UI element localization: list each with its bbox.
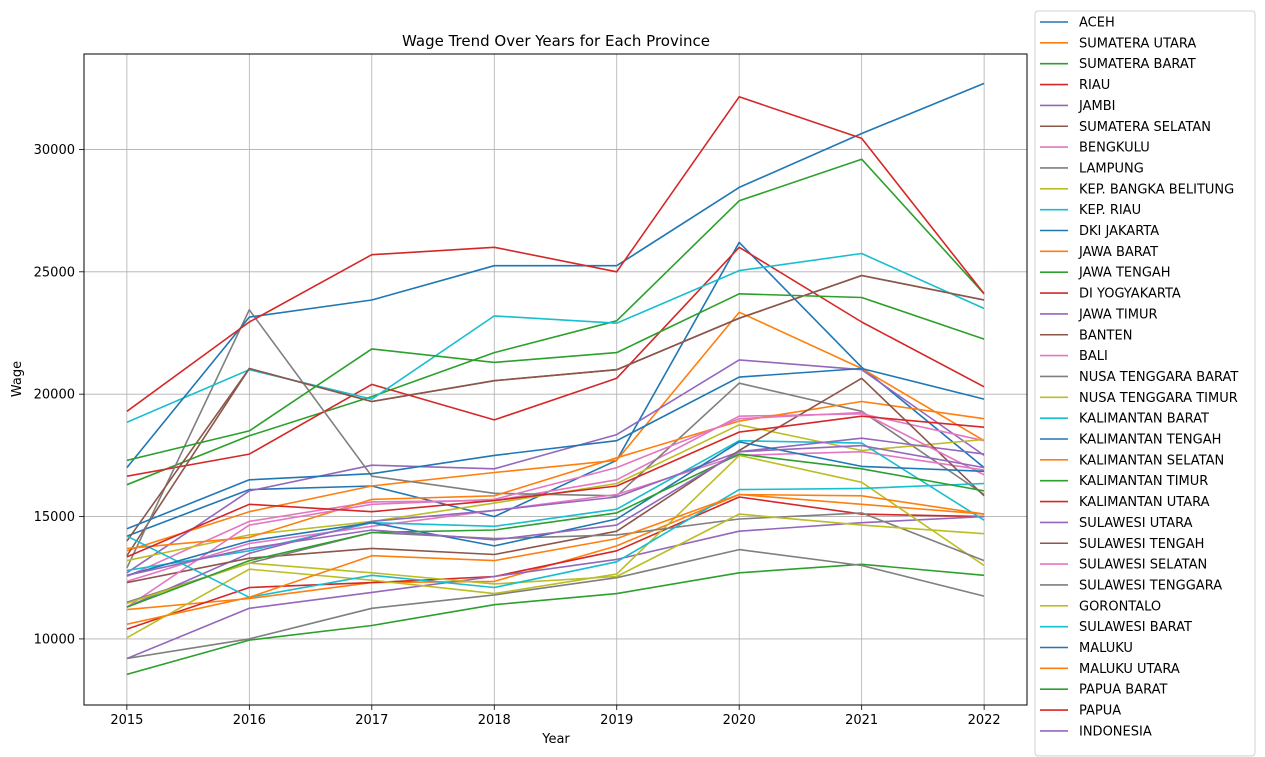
series-line-maluku — [126, 441, 985, 577]
legend-entry: SULAWESI BARAT — [1079, 620, 1192, 635]
series-line-nusa-tenggara-timur — [126, 454, 985, 639]
legend-entry: KALIMANTAN BARAT — [1079, 412, 1209, 427]
series-line-maluku-utara — [126, 493, 985, 625]
chart-title: Wage Trend Over Years for Each Province — [402, 32, 710, 50]
legend-entry: ACEH — [1079, 16, 1115, 31]
legend-entry: BALI — [1079, 349, 1108, 364]
legend-entry: KEP. BANGKA BELITUNG — [1079, 182, 1234, 197]
x-tick-label: 2015 — [110, 713, 143, 728]
series-line-indonesia — [126, 444, 985, 577]
series-line-sulawesi-selatan — [126, 411, 985, 608]
legend-entry: KALIMANTAN SELATAN — [1079, 453, 1224, 468]
x-tick-label: 2017 — [355, 713, 388, 728]
legend-entry: SULAWESI TENGGARA — [1079, 578, 1222, 593]
series-line-papua-barat — [126, 453, 985, 608]
series-line-kalimantan-selatan — [126, 400, 985, 550]
series-line-kalimantan-tengah — [126, 367, 985, 530]
legend-entry: MALUKU UTARA — [1079, 662, 1180, 677]
x-tick-label: 2016 — [233, 713, 266, 728]
legend-entry: JAWA TENGAH — [1078, 266, 1171, 281]
series-line-aceh — [126, 241, 985, 537]
legend-entry: GORONTALO — [1079, 599, 1161, 614]
series-line-lampung — [126, 308, 985, 569]
legend-entry: RIAU — [1079, 78, 1110, 93]
series-line-jawa-tengah — [126, 563, 985, 676]
x-tick-label: 2020 — [723, 713, 756, 728]
x-tick-label: 2021 — [845, 713, 878, 728]
legend-entry: BANTEN — [1079, 328, 1132, 343]
legend-entry: DI YOGYAKARTA — [1079, 287, 1181, 302]
y-tick-label: 15000 — [34, 510, 75, 525]
series-line-banten — [126, 274, 985, 542]
legend-entry: SULAWESI UTARA — [1079, 516, 1193, 531]
legend-entry: JAWA TIMUR — [1078, 307, 1158, 322]
legend-entry: KEP. RIAU — [1079, 203, 1141, 218]
legend-entry: BENGKULU — [1079, 141, 1150, 156]
legend-entry: SULAWESI SELATAN — [1079, 558, 1207, 573]
legend-entry: KALIMANTAN UTARA — [1079, 495, 1210, 510]
series-line-sulawesi-tenggara — [126, 512, 985, 603]
legend-entry: SUMATERA SELATAN — [1079, 120, 1211, 135]
series-line-sumatera-utara — [126, 311, 985, 552]
legend-entry: JAMBI — [1078, 99, 1115, 114]
plot-frame — [83, 53, 1028, 706]
series-line-kalimantan-utara — [126, 96, 985, 412]
legend-entry: JAWA BARAT — [1078, 245, 1158, 260]
legend: ACEH SUMATERA UTARA SUMATERA BARAT RIAU JAMB… — [1034, 10, 1256, 757]
legend-entry: PAPUA BARAT — [1079, 683, 1167, 698]
legend-entry: MALUKU — [1079, 641, 1133, 656]
y-axis: 10000 15000 20000 25000 30000 — [34, 143, 84, 647]
x-tick-label: 2018 — [478, 713, 511, 728]
series-line-di-yogyakarta — [126, 496, 985, 630]
legend-entry: NUSA TENGGARA TIMUR — [1079, 391, 1238, 406]
legend-entry: PAPUA — [1079, 704, 1121, 719]
series-line-sulawesi-utara — [126, 437, 985, 608]
series-line-nusa-tenggara-barat — [126, 548, 985, 660]
series-line-papua — [126, 415, 985, 558]
y-tick-label: 25000 — [34, 265, 75, 280]
legend-entry: INDONESIA — [1079, 724, 1152, 739]
x-axis-title: Year — [541, 732, 570, 747]
y-tick-label: 30000 — [34, 143, 75, 158]
series-line-kalimantan-timur — [126, 292, 985, 462]
series-line-jawa-timur — [126, 515, 985, 660]
x-tick-label: 2022 — [968, 713, 1001, 728]
legend-entry: SUMATERA BARAT — [1079, 57, 1196, 72]
y-tick-label: 20000 — [34, 388, 75, 403]
series-line-sumatera-barat — [126, 158, 985, 486]
series-line-jambi — [126, 359, 985, 574]
legend-entry: DKI JAKARTA — [1079, 224, 1159, 239]
legend-entry: SULAWESI TENGAH — [1079, 537, 1204, 552]
series-line-sulawesi-barat — [126, 482, 985, 599]
series-line-dki-jakarta — [126, 82, 985, 469]
legend-entry: NUSA TENGGARA BARAT — [1079, 370, 1238, 385]
y-axis-title: Wage — [10, 361, 25, 397]
legend-entry: SUMATERA UTARA — [1079, 36, 1196, 51]
y-tick-label: 10000 — [34, 632, 75, 647]
legend-box — [1034, 10, 1256, 757]
series-line-gorontalo — [126, 513, 985, 605]
legend-entry: KALIMANTAN TIMUR — [1079, 474, 1208, 489]
series-line-bali — [126, 450, 985, 583]
series-line-kep-riau — [126, 252, 985, 424]
legend-entry: KALIMANTAN TENGAH — [1079, 433, 1221, 448]
x-tick-label: 2019 — [600, 713, 633, 728]
legend-entry: LAMPUNG — [1079, 161, 1144, 176]
series-line-riau — [126, 246, 985, 477]
x-axis: 2015 2016 2017 2018 2019 2020 2021 2022 — [110, 705, 1001, 728]
series-lines — [126, 82, 985, 676]
